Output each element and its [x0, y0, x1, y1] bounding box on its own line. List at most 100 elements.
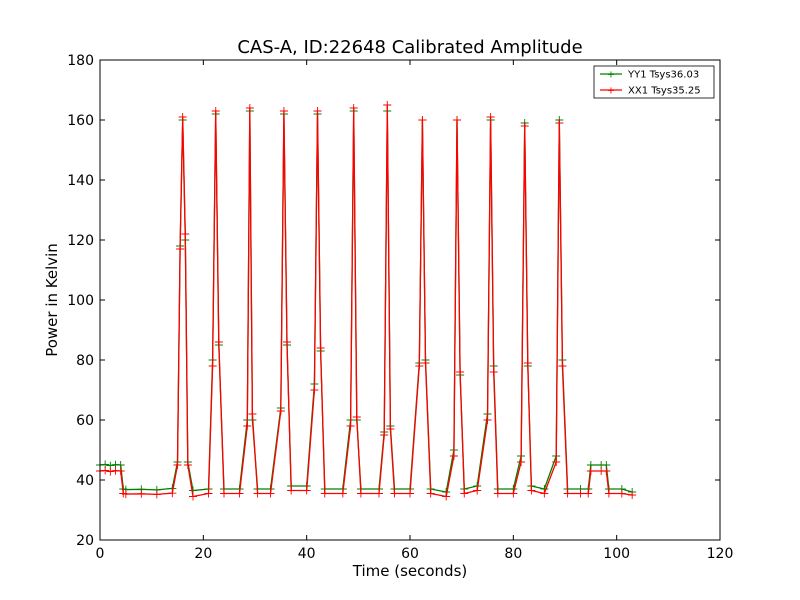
series-1-marker	[121, 490, 130, 499]
series-1-marker	[287, 486, 296, 495]
series-1-marker	[243, 422, 252, 430]
series-1-marker	[415, 362, 424, 370]
series-1-marker	[383, 101, 392, 109]
series-1-marker	[168, 489, 177, 498]
series-1-marker	[489, 368, 498, 376]
series-1-marker	[220, 489, 228, 498]
series-1-marker	[189, 492, 197, 501]
series-1-marker	[181, 230, 190, 238]
series-1-marker	[137, 489, 146, 498]
series-1-marker	[356, 489, 365, 498]
series-1-marker	[283, 338, 292, 346]
series-1-marker	[352, 413, 361, 421]
series-1-marker	[279, 107, 288, 115]
series-1-marker	[176, 245, 185, 253]
series-1-marker	[390, 489, 399, 498]
plot-frame	[99, 59, 721, 541]
legend-marker-xx1: +	[607, 86, 615, 97]
series-1-marker	[208, 362, 217, 370]
series-1-marker	[460, 489, 469, 498]
series-1-marker	[380, 431, 389, 439]
series-1-marker	[421, 359, 430, 367]
series-1-marker	[509, 489, 518, 498]
series-1-marker	[486, 113, 495, 121]
series-1-marker	[563, 489, 572, 498]
series-1-marker	[106, 467, 115, 476]
series-1-marker	[449, 452, 458, 460]
series-1-marker	[349, 104, 358, 112]
legend-label-yy1: YY1 Tsys36.03	[627, 70, 699, 81]
series-1-marker	[552, 458, 561, 466]
series-1-marker	[338, 489, 347, 498]
series-1-marker	[520, 122, 529, 130]
series-1-marker	[214, 338, 223, 346]
x-tick-label: 120	[707, 546, 734, 562]
series-1-marker	[517, 458, 526, 466]
y-tick-label: 180	[67, 53, 94, 69]
x-tick-label: 40	[298, 546, 316, 562]
series-1-marker	[576, 489, 585, 498]
legend: + YY1 Tsys36.03 + XX1 Tsys35.25	[593, 65, 715, 99]
series-1-marker	[540, 489, 549, 498]
series-1-marker	[442, 492, 451, 501]
series-1-marker	[473, 486, 482, 495]
y-tick-label: 20	[76, 533, 94, 549]
y-tick-label: 120	[67, 233, 94, 249]
series-line-1	[99, 104, 633, 498]
series-1-marker	[604, 489, 613, 498]
series-1-marker	[245, 104, 254, 112]
series-1-marker	[316, 344, 325, 352]
series-1-marker	[584, 489, 593, 498]
series-1-marker	[586, 467, 595, 475]
series-1-marker	[302, 486, 311, 495]
series-1-marker	[426, 489, 435, 498]
y-tick-label: 160	[67, 113, 94, 129]
series-1-marker	[235, 489, 244, 498]
y-tick-label: 40	[76, 473, 94, 489]
series-1-marker	[558, 362, 567, 370]
series-1-marker	[101, 466, 110, 475]
series-1-marker	[483, 416, 492, 424]
series-1-marker	[375, 489, 383, 498]
x-tick-label: 20	[194, 546, 212, 562]
series-1-marker	[523, 359, 532, 367]
legend-label-xx1: XX1 Tsys35.25	[628, 86, 701, 97]
series-1-marker	[276, 407, 285, 415]
series-1-marker	[248, 410, 257, 418]
x-tick-label: 0	[96, 546, 105, 562]
series-1-marker	[183, 461, 192, 469]
series-1-marker	[555, 119, 564, 127]
series-1-marker	[313, 107, 322, 115]
series-1-marker	[320, 489, 329, 498]
series-1-marker	[418, 116, 427, 124]
series-1-marker	[527, 486, 536, 495]
series-1-marker	[406, 489, 414, 498]
series-1-marker	[628, 491, 637, 499]
series-1-marker	[602, 467, 611, 475]
x-tick-label: 100	[603, 546, 630, 562]
series-1-marker	[116, 467, 125, 475]
legend-marker-yy1: +	[607, 70, 615, 81]
series-1-marker	[617, 489, 626, 498]
series-1-marker	[310, 386, 319, 394]
series-1-marker	[173, 461, 182, 469]
y-tick-label: 80	[76, 353, 94, 369]
series-1-marker	[266, 489, 275, 498]
y-tick-label: 140	[67, 173, 94, 189]
y-tick-label: 60	[76, 413, 94, 429]
series-1-marker	[386, 425, 395, 433]
x-tick-label: 80	[504, 546, 522, 562]
series-1-marker	[456, 368, 465, 376]
y-axis-label: Power in Kelvin	[43, 243, 61, 357]
y-tick-label: 100	[67, 293, 94, 309]
series-1-marker	[253, 489, 262, 498]
series-1-marker	[152, 490, 161, 499]
series-1-marker	[453, 116, 462, 124]
x-tick-label: 60	[401, 546, 419, 562]
series-1-marker	[211, 107, 220, 115]
legend-box	[593, 65, 715, 99]
series-1-marker	[204, 489, 213, 498]
series-1-marker	[178, 113, 187, 121]
